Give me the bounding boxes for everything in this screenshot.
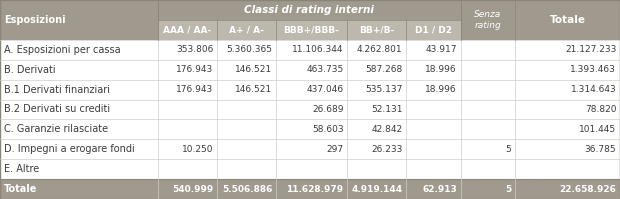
Text: 52.131: 52.131: [371, 105, 402, 114]
Text: 18.996: 18.996: [425, 65, 457, 74]
Text: 78.820: 78.820: [585, 105, 616, 114]
Bar: [0, 119, 620, 139]
Bar: [158, 20, 217, 40]
Text: 11.628.979: 11.628.979: [286, 184, 343, 194]
Bar: [0, 60, 620, 80]
Bar: [0, 179, 620, 199]
Bar: [515, 0, 620, 40]
Text: Classi di rating interni: Classi di rating interni: [244, 5, 374, 15]
Bar: [347, 20, 406, 40]
Bar: [0, 40, 620, 60]
Text: 1.393.463: 1.393.463: [570, 65, 616, 74]
Text: D. Impegni a erogare fondi: D. Impegni a erogare fondi: [4, 144, 135, 154]
Text: Totale: Totale: [549, 15, 586, 25]
Text: 176.943: 176.943: [176, 85, 213, 94]
Bar: [0, 159, 620, 179]
Text: 587.268: 587.268: [365, 65, 402, 74]
Text: 540.999: 540.999: [172, 184, 213, 194]
Bar: [0, 100, 620, 119]
Text: B.1 Derivati finanziari: B.1 Derivati finanziari: [4, 85, 110, 95]
Text: D1 / D2: D1 / D2: [415, 25, 452, 34]
Text: 463.735: 463.735: [306, 65, 343, 74]
Bar: [158, 0, 461, 20]
Text: 62.913: 62.913: [422, 184, 457, 194]
Text: 18.996: 18.996: [425, 85, 457, 94]
Text: 26.689: 26.689: [312, 105, 343, 114]
Text: 5.360.365: 5.360.365: [226, 45, 272, 54]
Text: 5: 5: [505, 184, 511, 194]
Text: 176.943: 176.943: [176, 65, 213, 74]
Text: 5.506.886: 5.506.886: [222, 184, 272, 194]
Text: 11.106.344: 11.106.344: [292, 45, 343, 54]
Text: 437.046: 437.046: [306, 85, 343, 94]
Text: Esposizioni: Esposizioni: [4, 15, 65, 25]
Bar: [0, 139, 620, 159]
Text: 297: 297: [326, 145, 343, 154]
Text: 5: 5: [506, 145, 511, 154]
Text: C. Garanzie rilasciate: C. Garanzie rilasciate: [4, 124, 108, 134]
Text: 4.919.144: 4.919.144: [352, 184, 402, 194]
Text: BBB+/BBB-: BBB+/BBB-: [283, 25, 340, 34]
Text: 1.314.643: 1.314.643: [570, 85, 616, 94]
Text: 146.521: 146.521: [235, 65, 272, 74]
Text: 10.250: 10.250: [182, 145, 213, 154]
Bar: [406, 20, 461, 40]
Text: B.2 Derivati su crediti: B.2 Derivati su crediti: [4, 104, 110, 114]
Text: 42.842: 42.842: [371, 125, 402, 134]
Text: 43.917: 43.917: [425, 45, 457, 54]
Text: 535.137: 535.137: [365, 85, 402, 94]
Text: Totale: Totale: [4, 184, 37, 194]
Text: 4.262.801: 4.262.801: [356, 45, 402, 54]
Bar: [0, 80, 620, 100]
Text: 101.445: 101.445: [579, 125, 616, 134]
Text: BB+/B-: BB+/B-: [359, 25, 394, 34]
Text: B. Derivati: B. Derivati: [4, 65, 55, 75]
Text: 21.127.233: 21.127.233: [565, 45, 616, 54]
Text: Senza
rating: Senza rating: [474, 10, 502, 30]
Text: AAA / AA-: AAA / AA-: [164, 25, 211, 34]
Text: A+ / A-: A+ / A-: [229, 25, 264, 34]
Text: 22.658.926: 22.658.926: [559, 184, 616, 194]
Text: 26.233: 26.233: [371, 145, 402, 154]
Text: E. Altre: E. Altre: [4, 164, 39, 174]
Bar: [461, 0, 515, 40]
Bar: [276, 20, 347, 40]
Bar: [217, 20, 276, 40]
Text: 353.806: 353.806: [176, 45, 213, 54]
Text: A. Esposizioni per cassa: A. Esposizioni per cassa: [4, 45, 120, 55]
Bar: [0, 0, 158, 40]
Text: 36.785: 36.785: [585, 145, 616, 154]
Text: 58.603: 58.603: [312, 125, 343, 134]
Text: 146.521: 146.521: [235, 85, 272, 94]
